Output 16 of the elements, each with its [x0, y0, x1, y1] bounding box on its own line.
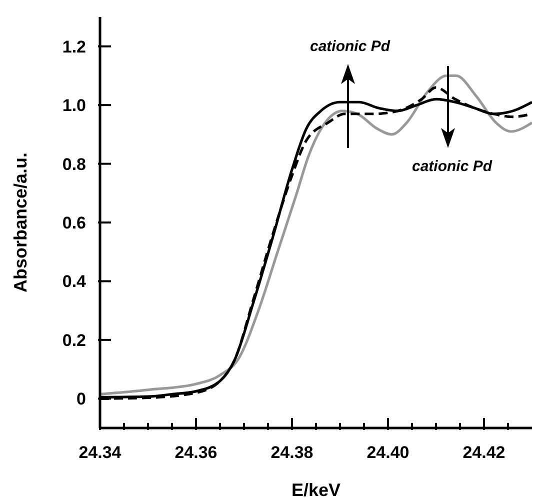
y-tick-label: 0.6 [62, 214, 86, 232]
x-tick-label: 24.36 [174, 443, 218, 462]
annotation: cationic Pd [310, 38, 391, 55]
x-tick-label: 24.40 [366, 443, 410, 462]
y-tick-label: 0.2 [62, 330, 86, 350]
y-tick-label: 1.2 [62, 37, 86, 56]
annotation: cationic Pd [412, 158, 493, 175]
x-tick-label: 24.42 [462, 443, 506, 462]
y-axis-title: Absorbance/a.u. [10, 152, 30, 293]
x-tick-label: 24.34 [78, 443, 122, 462]
y-tick-label: 1.0 [62, 96, 86, 116]
x-tick-label: 24.38 [270, 443, 314, 462]
x-axis-title: E/keV [291, 480, 341, 498]
y-tick-label: 0.4 [62, 272, 87, 292]
y-tick-label: 0.8 [62, 154, 86, 174]
y-tick-label: 0 [76, 390, 86, 409]
